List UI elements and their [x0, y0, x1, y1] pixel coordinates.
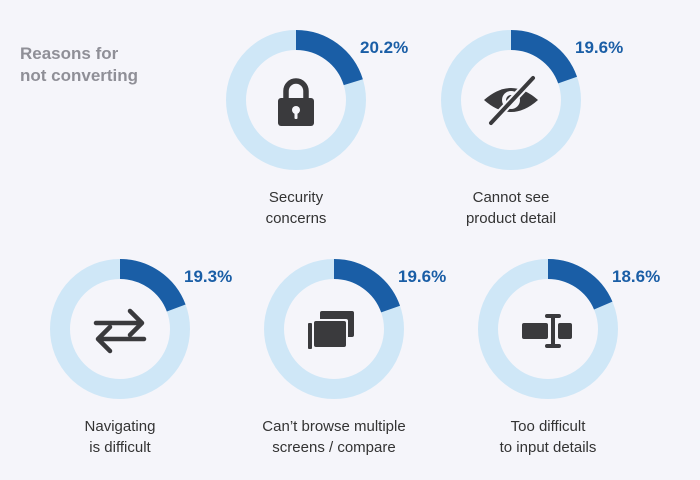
- percent-label: 18.6%: [612, 267, 661, 286]
- eye-slash-icon: [484, 74, 538, 127]
- category-label: Security concerns: [265, 189, 327, 227]
- category-label: Navigating is difficult: [84, 418, 156, 456]
- donut-value-arc: [441, 30, 581, 170]
- percent-label: 20.2%: [360, 38, 409, 57]
- category-label: Can’t browse multiple screens / compare: [262, 418, 406, 456]
- donut-chart-input-details: [478, 259, 618, 399]
- percent-label: 19.6%: [575, 38, 624, 57]
- donut-value-arc: [226, 30, 366, 170]
- category-label: Too difficult to input details: [499, 418, 597, 456]
- chart-title-line1: Reasons for: [20, 44, 119, 63]
- lock-icon: [278, 78, 314, 126]
- donut-chart-multiple-screens: [264, 259, 404, 399]
- donut-value-arc: [478, 259, 618, 399]
- multiple-screens-icon: [308, 311, 354, 349]
- chart-title-line2: not converting: [20, 66, 139, 85]
- donut-chart-product-detail: [441, 30, 581, 170]
- category-label: Cannot see product detail: [465, 189, 557, 227]
- percent-label: 19.6%: [398, 267, 447, 286]
- donut-value-arc: [50, 259, 190, 399]
- percent-label: 19.3%: [184, 267, 233, 286]
- reason-navigating-difficult: 19.3% Navigating is difficult: [20, 259, 232, 469]
- chart-title: Reasons for not converting: [20, 43, 138, 87]
- reason-input-details-difficult: 18.6% Too difficult to input details: [448, 259, 660, 469]
- donut-chart-navigating: [50, 259, 190, 399]
- swap-arrows-icon: [93, 308, 147, 354]
- donut-chart-security: [226, 30, 366, 170]
- donut-value-arc: [264, 259, 404, 399]
- reason-browse-multiple-screens: 19.6% Can’t browse multiple screens / co…: [234, 259, 446, 469]
- text-input-icon: [522, 314, 572, 348]
- reason-cannot-see-product-detail: 19.6% Cannot see product detail: [411, 30, 623, 240]
- reason-security-concerns: 20.2% Security concerns: [196, 30, 408, 240]
